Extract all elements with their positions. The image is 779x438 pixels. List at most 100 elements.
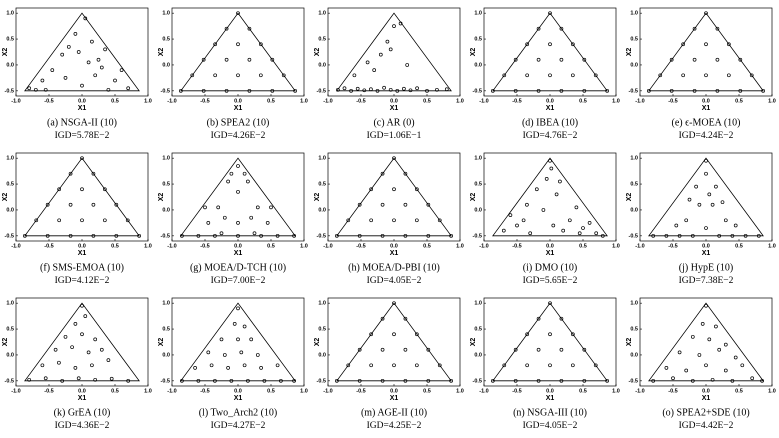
point	[403, 233, 408, 238]
point	[68, 233, 73, 238]
x-tick-label: 0.0	[702, 388, 710, 394]
point	[513, 88, 518, 93]
point	[246, 378, 250, 383]
point	[392, 187, 396, 192]
point	[593, 363, 598, 368]
x-axis-label: X1	[702, 105, 711, 112]
point	[262, 378, 267, 383]
igd-value: IGD=5.65E−2	[523, 276, 578, 286]
igd-value: IGD=7.38E−2	[679, 276, 734, 286]
point	[109, 376, 114, 381]
point	[707, 192, 712, 197]
point	[334, 233, 339, 238]
point	[50, 68, 55, 72]
true-front	[180, 302, 296, 382]
point	[669, 88, 674, 93]
point	[582, 57, 587, 62]
point	[380, 316, 385, 321]
panel: -1.0 -0.5 0.0 0.5 1.0 -0.5 0.0 0.5 1.0 X1 X2 (c) AR…	[314, 7, 464, 141]
x-tick-label: 0.5	[111, 98, 119, 104]
y-tick-label: -0.5	[161, 88, 170, 94]
point	[99, 65, 104, 70]
point	[380, 202, 385, 207]
panel: -1.0 -0.5 0.0 0.5 1.0 -0.5 0.0 0.5 1.0 X1 X2 (f) SM…	[2, 152, 152, 286]
panel: -1.0 -0.5 0.0 0.5 1.0 -0.5 0.0 0.5 1.0 X1 X2 (n) NS…	[470, 297, 620, 431]
igd-value: IGD=4.24E−2	[679, 131, 734, 141]
point	[760, 378, 764, 383]
point	[690, 378, 695, 383]
point	[402, 86, 406, 91]
point	[513, 347, 518, 352]
point	[259, 366, 263, 370]
point	[232, 322, 237, 326]
point	[388, 47, 393, 52]
point	[73, 32, 78, 36]
point	[664, 366, 669, 370]
point	[551, 223, 556, 228]
point	[27, 377, 32, 382]
point	[658, 73, 663, 78]
point	[426, 378, 431, 383]
point	[249, 337, 254, 342]
true-front	[492, 157, 608, 237]
point	[270, 88, 275, 93]
point	[83, 314, 88, 318]
y-tick-label: -0.5	[5, 378, 14, 384]
caption: (a) NSGA-II (10)	[47, 117, 117, 128]
x-tick-label: 0.0	[702, 98, 710, 104]
x-tick-label: -1.0	[479, 388, 488, 394]
point	[651, 378, 656, 383]
point	[201, 57, 206, 62]
point	[408, 88, 413, 93]
point	[102, 187, 107, 192]
point	[414, 363, 419, 368]
x-tick-label: 0.5	[579, 388, 587, 394]
point	[717, 347, 722, 352]
y-tick-label: 0.5	[318, 182, 326, 188]
point	[63, 76, 68, 80]
point	[707, 337, 712, 342]
point	[57, 187, 62, 192]
point	[449, 233, 454, 238]
point	[392, 332, 396, 337]
x-tick-label: -1.0	[479, 243, 488, 249]
x-tick-label: -0.5	[44, 98, 53, 104]
point	[60, 378, 65, 383]
y-axis-label: X2	[470, 338, 477, 347]
point	[180, 378, 184, 383]
point	[252, 231, 257, 236]
point	[501, 228, 506, 233]
point	[710, 377, 715, 382]
caption: (o) SPEA2+SDE (10)	[662, 407, 749, 418]
caption: (d) IBEA (10)	[522, 117, 578, 128]
x-tick-label: -0.5	[200, 388, 209, 394]
y-tick-label: -0.5	[5, 233, 14, 239]
true-front	[336, 157, 452, 237]
point	[582, 378, 587, 383]
point	[403, 347, 408, 352]
point	[730, 378, 735, 383]
x-tick-label: 0.0	[78, 98, 86, 104]
point	[684, 218, 689, 223]
plot-frame	[15, 297, 149, 387]
point	[275, 233, 280, 238]
point	[743, 233, 748, 238]
true-front	[492, 302, 608, 382]
point	[704, 42, 708, 47]
x-tick-label: 0.0	[390, 388, 398, 394]
point	[91, 202, 96, 207]
x-tick-label: -1.0	[323, 388, 332, 394]
y-tick-label: 0.0	[6, 207, 14, 213]
point	[80, 83, 84, 88]
x-axis-label: X1	[78, 250, 87, 257]
caption: (h) MOEA/D-PBI (10)	[348, 262, 440, 273]
point	[203, 205, 207, 210]
x-tick-label: -0.5	[512, 388, 521, 394]
point	[270, 57, 275, 62]
point	[525, 332, 530, 337]
y-tick-label: 1.0	[630, 156, 638, 162]
point	[414, 332, 419, 337]
point	[209, 363, 214, 368]
point	[66, 44, 71, 49]
plot-frame	[483, 152, 617, 242]
